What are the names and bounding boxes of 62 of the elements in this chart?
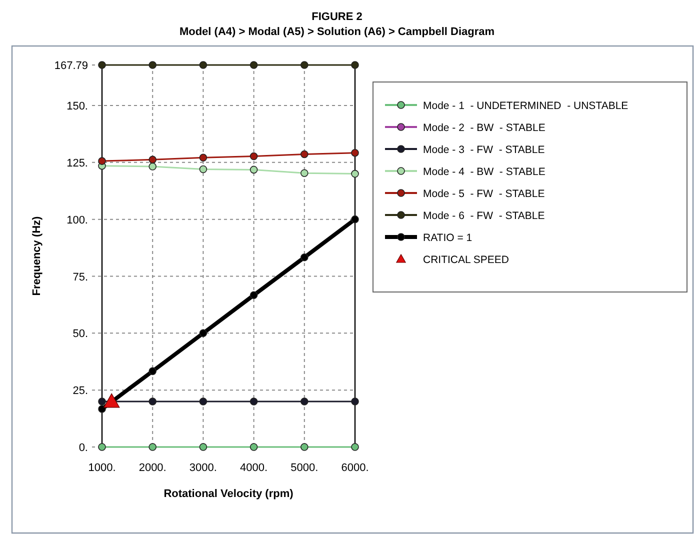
point	[98, 405, 106, 413]
x-tick-label: 3000.	[189, 462, 217, 474]
point	[300, 150, 308, 158]
y-axis-title: Frequency (Hz)	[31, 216, 43, 296]
point	[199, 443, 208, 451]
legend-label: RATIO = 1	[423, 232, 472, 244]
y-tick-label: 75.	[72, 271, 88, 284]
x-tick-label: 1000.	[88, 462, 116, 474]
legend-label: Mode - 4 - BW - STABLE	[423, 166, 546, 178]
point	[148, 156, 156, 164]
point	[98, 157, 106, 165]
point	[148, 162, 156, 170]
point	[199, 398, 208, 406]
point	[250, 398, 258, 406]
x-axis-title: Rotational Velocity (rpm)	[164, 488, 294, 500]
point	[199, 329, 208, 338]
point	[199, 165, 208, 174]
point	[148, 398, 156, 406]
point	[351, 61, 359, 69]
point	[351, 170, 359, 178]
point	[351, 215, 359, 224]
y-tick-label: 50.	[72, 328, 88, 340]
point	[199, 61, 208, 69]
point	[250, 443, 258, 451]
point	[300, 443, 308, 451]
chart-subtitle: Model (A4) > Modal (A5) > Solution (A6) > Campbell Diagram	[179, 26, 495, 38]
point	[351, 398, 359, 406]
point	[300, 61, 308, 69]
legend-label: CRITICAL SPEED	[423, 254, 510, 266]
legend-label: Mode - 1 - UNDETERMINED - UNSTABLE	[423, 100, 628, 112]
point	[148, 443, 156, 451]
point	[351, 148, 359, 157]
y-tick-label: 100.	[66, 214, 88, 226]
y-tick-label: 0.	[78, 442, 88, 454]
point	[351, 443, 359, 451]
x-tick-label: 2000.	[138, 462, 166, 474]
point	[148, 367, 156, 376]
x-tick-label: 6000.	[341, 462, 369, 474]
y-tick-label: 25.	[72, 385, 88, 398]
point	[300, 398, 308, 406]
legend-label: Mode - 6 - FW - STABLE	[423, 210, 545, 222]
point	[300, 169, 308, 178]
x-tick-label: 4000.	[240, 462, 268, 474]
legend-label: Mode - 5 - FW - STABLE	[423, 188, 545, 200]
point	[98, 443, 106, 451]
y-tick-label: 150.	[66, 100, 88, 112]
point	[250, 61, 258, 69]
point	[98, 61, 106, 69]
point	[104, 393, 120, 408]
chart-title: FIGURE 2	[312, 11, 362, 23]
y-tick-label: 167.79	[54, 60, 88, 72]
point	[199, 154, 208, 162]
y-tick-label: 125.	[66, 157, 88, 170]
point	[250, 166, 258, 174]
x-tick-label: 5000.	[290, 462, 318, 474]
point	[98, 398, 106, 406]
legend-label: Mode - 3 - FW - STABLE	[423, 144, 545, 156]
point	[250, 152, 258, 160]
point	[300, 253, 308, 262]
point	[148, 61, 156, 69]
legend-label: Mode - 2 - BW - STABLE	[423, 122, 546, 134]
point	[250, 291, 258, 300]
